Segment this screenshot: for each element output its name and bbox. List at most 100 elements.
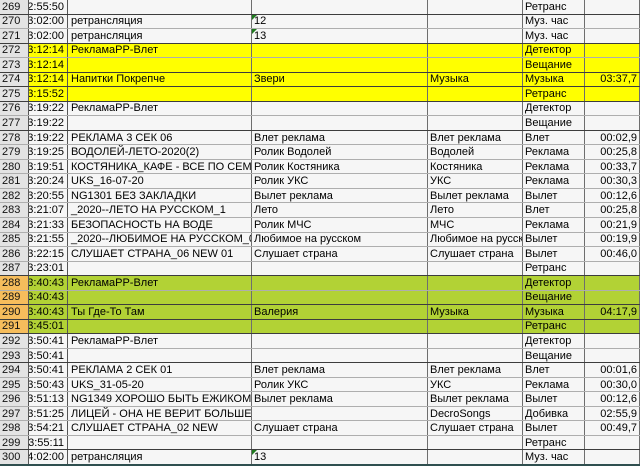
- description-cell[interactable]: Вылет реклама: [252, 188, 428, 203]
- time-cell[interactable]: 13:19:22: [29, 116, 68, 130]
- category-cell[interactable]: DecroSongs: [428, 406, 523, 421]
- name-cell[interactable]: СЛУШАЕТ СТРАНА_02 NEW: [68, 421, 252, 435]
- name-cell[interactable]: UKS_31-05-20: [68, 377, 252, 392]
- row-number-cell[interactable]: 285: [0, 232, 29, 247]
- type-cell[interactable]: Детектор: [523, 43, 585, 58]
- row-number-cell[interactable]: 280: [0, 159, 29, 174]
- category-cell[interactable]: Водолей: [428, 145, 523, 159]
- duration-cell[interactable]: [585, 101, 640, 116]
- description-cell[interactable]: [252, 0, 428, 14]
- time-cell[interactable]: 13:02:00: [29, 14, 68, 29]
- name-cell[interactable]: [68, 116, 252, 130]
- duration-cell[interactable]: [585, 116, 640, 130]
- time-cell[interactable]: 13:55:11: [29, 435, 68, 450]
- row-number-cell[interactable]: 278: [0, 130, 29, 145]
- description-cell[interactable]: [252, 116, 428, 130]
- row-number-cell[interactable]: 299: [0, 435, 29, 450]
- description-cell[interactable]: [252, 58, 428, 72]
- category-cell[interactable]: [428, 334, 523, 348]
- duration-cell[interactable]: 00:21,9: [585, 217, 640, 232]
- row-number-cell[interactable]: 274: [0, 72, 29, 87]
- description-cell[interactable]: Валерия: [252, 305, 428, 319]
- row-number-cell[interactable]: 300: [0, 450, 29, 464]
- category-cell[interactable]: [428, 87, 523, 101]
- name-cell[interactable]: [68, 348, 252, 363]
- duration-cell[interactable]: 00:30,0: [585, 377, 640, 392]
- duration-cell[interactable]: 00:30,3: [585, 174, 640, 188]
- description-cell[interactable]: [252, 43, 428, 58]
- type-cell[interactable]: Вещание: [523, 116, 585, 130]
- type-cell[interactable]: Вылет: [523, 421, 585, 435]
- type-cell[interactable]: Ретранс: [523, 0, 585, 14]
- name-cell[interactable]: [68, 261, 252, 276]
- type-cell[interactable]: Вылет: [523, 392, 585, 406]
- description-cell[interactable]: [252, 406, 428, 421]
- description-cell[interactable]: Вылет реклама: [252, 392, 428, 406]
- type-cell[interactable]: Реклама: [523, 145, 585, 159]
- time-cell[interactable]: 13:50:43: [29, 377, 68, 392]
- name-cell[interactable]: [68, 319, 252, 334]
- duration-cell[interactable]: [585, 0, 640, 14]
- category-cell[interactable]: [428, 29, 523, 43]
- description-cell[interactable]: Звери: [252, 72, 428, 87]
- row-number-cell[interactable]: 291: [0, 319, 29, 334]
- name-cell[interactable]: [68, 0, 252, 14]
- name-cell[interactable]: РекламаРР-Влет: [68, 43, 252, 58]
- name-cell[interactable]: КОСТЯНИКА_КАФЕ - ВСЕ ПО СЕМЕЙ: [68, 159, 252, 174]
- type-cell[interactable]: Вещание: [523, 290, 585, 305]
- name-cell[interactable]: ретрансляция: [68, 450, 252, 464]
- description-cell[interactable]: [252, 319, 428, 334]
- description-cell[interactable]: [252, 101, 428, 116]
- description-cell[interactable]: Влет реклама: [252, 130, 428, 145]
- row-number-cell[interactable]: 290: [0, 305, 29, 319]
- type-cell[interactable]: Реклама: [523, 377, 585, 392]
- type-cell[interactable]: Реклама: [523, 217, 585, 232]
- category-cell[interactable]: Костяника: [428, 159, 523, 174]
- time-cell[interactable]: 13:19:22: [29, 101, 68, 116]
- category-cell[interactable]: [428, 116, 523, 130]
- time-cell[interactable]: 13:21:07: [29, 203, 68, 217]
- type-cell[interactable]: Вылет: [523, 247, 585, 261]
- duration-cell[interactable]: 00:19,9: [585, 232, 640, 247]
- row-number-cell[interactable]: 297: [0, 406, 29, 421]
- duration-cell[interactable]: [585, 276, 640, 290]
- time-cell[interactable]: 13:02:00: [29, 29, 68, 43]
- type-cell[interactable]: Ретранс: [523, 319, 585, 334]
- time-cell[interactable]: 13:51:13: [29, 392, 68, 406]
- time-cell[interactable]: 13:45:01: [29, 319, 68, 334]
- name-cell[interactable]: РЕКЛАМА 3 СЕК 06: [68, 130, 252, 145]
- category-cell[interactable]: Музыка: [428, 72, 523, 87]
- name-cell[interactable]: NG1349 ХОРОШО БЫТЬ ЕЖИКОМ: [68, 392, 252, 406]
- name-cell[interactable]: БЕЗОПАСНОСТЬ НА ВОДЕ: [68, 217, 252, 232]
- name-cell[interactable]: [68, 58, 252, 72]
- row-number-cell[interactable]: 281: [0, 174, 29, 188]
- duration-cell[interactable]: [585, 58, 640, 72]
- category-cell[interactable]: [428, 261, 523, 276]
- name-cell[interactable]: РекламаРР-Влет: [68, 276, 252, 290]
- type-cell[interactable]: Музыка: [523, 72, 585, 87]
- category-cell[interactable]: Лето: [428, 203, 523, 217]
- duration-cell[interactable]: [585, 348, 640, 363]
- type-cell[interactable]: Муз. час: [523, 29, 585, 43]
- time-cell[interactable]: 13:23:01: [29, 261, 68, 276]
- duration-cell[interactable]: 00:33,7: [585, 159, 640, 174]
- description-cell[interactable]: [252, 276, 428, 290]
- time-cell[interactable]: 13:21:33: [29, 217, 68, 232]
- description-cell[interactable]: Ролик Костяника: [252, 159, 428, 174]
- type-cell[interactable]: Реклама: [523, 159, 585, 174]
- description-cell[interactable]: [252, 348, 428, 363]
- duration-cell[interactable]: [585, 450, 640, 464]
- category-cell[interactable]: [428, 319, 523, 334]
- name-cell[interactable]: РекламаРР-Влет: [68, 334, 252, 348]
- row-number-cell[interactable]: 284: [0, 217, 29, 232]
- name-cell[interactable]: ЛИЦЕЙ - ОНА НЕ ВЕРИТ БОЛЬШЕ В: [68, 406, 252, 421]
- name-cell[interactable]: Ты Где-То Там: [68, 305, 252, 319]
- description-cell[interactable]: 12: [252, 14, 428, 29]
- category-cell[interactable]: [428, 43, 523, 58]
- duration-cell[interactable]: [585, 87, 640, 101]
- type-cell[interactable]: Вылет: [523, 188, 585, 203]
- row-number-cell[interactable]: 292: [0, 334, 29, 348]
- row-number-cell[interactable]: 294: [0, 363, 29, 377]
- category-cell[interactable]: УКС: [428, 377, 523, 392]
- duration-cell[interactable]: 00:25,8: [585, 203, 640, 217]
